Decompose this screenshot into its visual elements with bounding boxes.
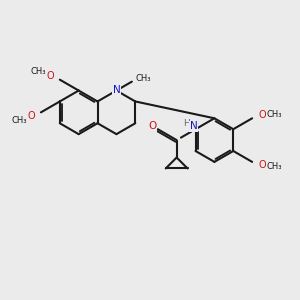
Text: CH₃: CH₃: [11, 116, 27, 125]
Text: N: N: [112, 85, 120, 94]
Text: O: O: [27, 111, 35, 121]
Text: CH₃: CH₃: [30, 67, 46, 76]
Text: H: H: [183, 119, 190, 128]
Text: N: N: [190, 121, 197, 131]
Text: O: O: [258, 110, 266, 120]
Text: O: O: [46, 71, 54, 81]
Text: O: O: [258, 160, 266, 170]
Text: CH₃: CH₃: [266, 110, 282, 119]
Text: CH₃: CH₃: [266, 162, 282, 171]
Text: O: O: [149, 121, 157, 131]
Text: CH₃: CH₃: [136, 74, 151, 83]
